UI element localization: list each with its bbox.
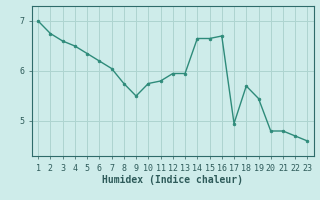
X-axis label: Humidex (Indice chaleur): Humidex (Indice chaleur)	[102, 175, 243, 185]
